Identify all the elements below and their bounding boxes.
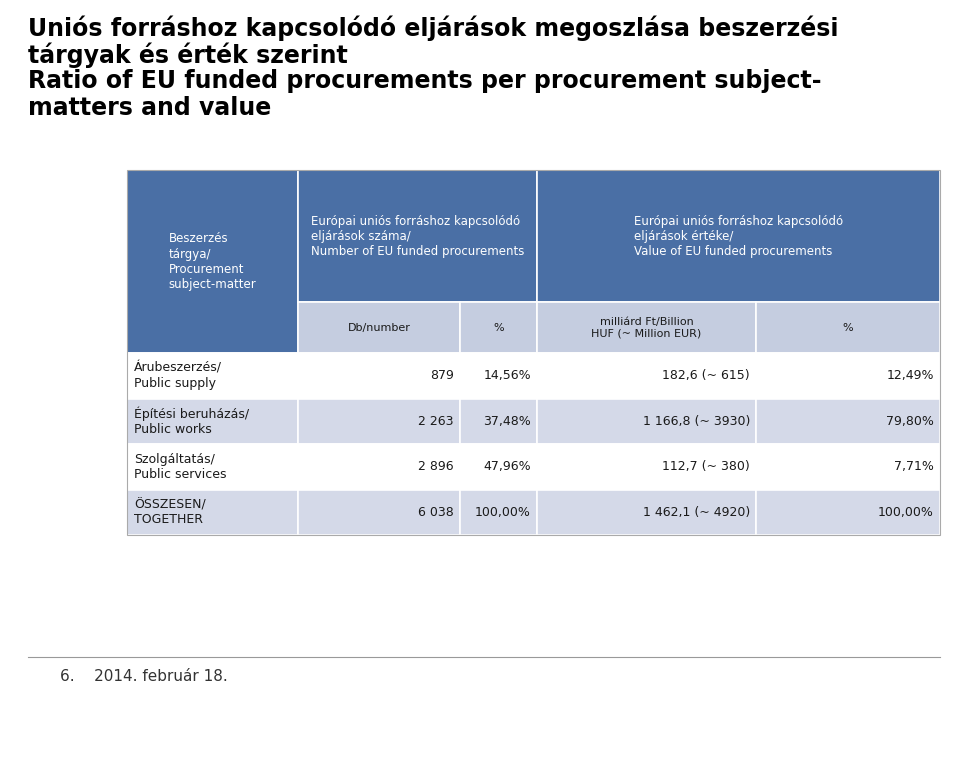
Text: Európai uniós forráshoz kapcsolódó
eljárások száma/
Number of EU funded procurem: Európai uniós forráshoz kapcsolódó eljár…	[311, 214, 524, 258]
Text: Ratio of EU funded procurements per procurement subject-: Ratio of EU funded procurements per proc…	[28, 69, 822, 93]
Text: %: %	[843, 323, 853, 333]
Text: 14,56%: 14,56%	[484, 369, 531, 382]
Bar	[460, 490, 537, 535]
Bar	[127, 490, 298, 535]
Text: ÖSSZESEN/
TOGETHER: ÖSSZESEN/ TOGETHER	[134, 498, 205, 526]
Text: 1 462,1 (~ 4920): 1 462,1 (~ 4920)	[643, 506, 750, 519]
Text: Európai uniós forráshoz kapcsolódó
eljárások értéke/
Value of EU funded procurem: Európai uniós forráshoz kapcsolódó eljár…	[634, 214, 843, 258]
Text: Építési beruházás/
Public works: Építési beruházás/ Public works	[134, 406, 250, 436]
Bar	[537, 490, 756, 535]
Bar	[537, 302, 756, 353]
Text: 1 166,8 (~ 3930): 1 166,8 (~ 3930)	[642, 415, 750, 428]
Text: 112,7 (~ 380): 112,7 (~ 380)	[662, 461, 750, 474]
Text: 37,48%: 37,48%	[483, 415, 531, 428]
Text: 182,6 (~ 615): 182,6 (~ 615)	[662, 369, 750, 382]
Text: 879: 879	[430, 369, 454, 382]
Bar	[127, 170, 298, 353]
Text: 2 896: 2 896	[419, 461, 454, 474]
Text: Árubeszerzés/
Public supply: Árubeszerzés/ Public supply	[134, 362, 222, 389]
Bar	[298, 490, 460, 535]
Text: 100,00%: 100,00%	[878, 506, 934, 519]
Text: 7,71%: 7,71%	[894, 461, 934, 474]
Bar	[127, 353, 298, 399]
Text: milliárd Ft/Billion
HUF (~ Million EUR): milliárd Ft/Billion HUF (~ Million EUR)	[591, 317, 702, 338]
Text: Beszerzés
tárgya/
Procurement
subject-matter: Beszerzés tárgya/ Procurement subject-ma…	[169, 233, 256, 291]
Bar	[127, 170, 940, 535]
Text: matters and value: matters and value	[28, 96, 272, 120]
Bar	[460, 353, 537, 399]
Bar	[298, 302, 460, 353]
Text: Uniós forráshoz kapcsolódó eljárások megoszlása beszerzési: Uniós forráshoz kapcsolódó eljárások meg…	[28, 15, 838, 41]
Bar	[460, 302, 537, 353]
Text: 100,00%: 100,00%	[475, 506, 531, 519]
Text: 79,80%: 79,80%	[886, 415, 934, 428]
Bar	[537, 399, 756, 444]
Text: Szolgáltatás/
Public services: Szolgáltatás/ Public services	[134, 453, 227, 480]
Text: 6.    2014. február 18.: 6. 2014. február 18.	[60, 669, 228, 684]
Bar	[298, 170, 537, 302]
Bar	[298, 353, 460, 399]
Bar	[756, 302, 940, 353]
Bar	[756, 353, 940, 399]
Text: 47,96%: 47,96%	[484, 461, 531, 474]
Bar	[460, 444, 537, 490]
Text: %: %	[493, 323, 504, 333]
Bar	[298, 399, 460, 444]
Bar	[537, 353, 756, 399]
Bar	[756, 490, 940, 535]
Bar	[537, 170, 940, 302]
Bar	[460, 399, 537, 444]
Text: 6 038: 6 038	[419, 506, 454, 519]
Bar	[537, 444, 756, 490]
Bar	[298, 444, 460, 490]
Bar	[127, 399, 298, 444]
Text: 12,49%: 12,49%	[886, 369, 934, 382]
Text: Db/number: Db/number	[348, 323, 411, 333]
Bar	[756, 444, 940, 490]
Text: tárgyak és érték szerint: tárgyak és érték szerint	[28, 42, 348, 67]
Bar	[756, 399, 940, 444]
Bar	[127, 444, 298, 490]
Text: 2 263: 2 263	[419, 415, 454, 428]
